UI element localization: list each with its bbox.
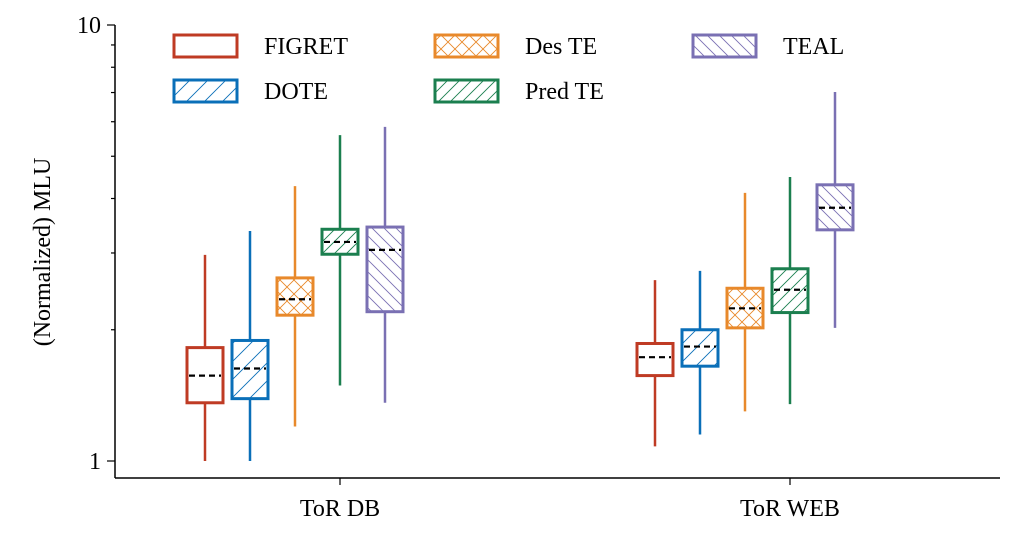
y-tick-label: 10: [77, 13, 101, 39]
box: [185, 346, 225, 405]
box: [365, 225, 405, 314]
legend-swatch: [691, 33, 758, 59]
legend-label: DOTE: [264, 79, 328, 105]
x-tick-label: ToR DB: [300, 496, 380, 522]
box-bg: [637, 343, 673, 376]
x-tick-label: ToR WEB: [740, 496, 840, 522]
y-tick-label: 1: [89, 449, 101, 475]
legend-label: Des TE: [525, 34, 597, 60]
legend-swatch-bg: [174, 35, 237, 57]
legend-label: Pred TE: [525, 79, 604, 105]
legend-label: TEAL: [783, 34, 844, 60]
box: [680, 328, 720, 368]
legend-swatch: [433, 78, 500, 104]
box: [635, 341, 675, 378]
legend-swatch: [172, 78, 239, 104]
legend-swatch: [172, 33, 239, 59]
legend-label: FIGRET: [264, 34, 348, 60]
y-axis-label: (Normalized) MLU: [30, 158, 56, 347]
legend-swatch: [433, 33, 500, 59]
box: [275, 276, 315, 317]
